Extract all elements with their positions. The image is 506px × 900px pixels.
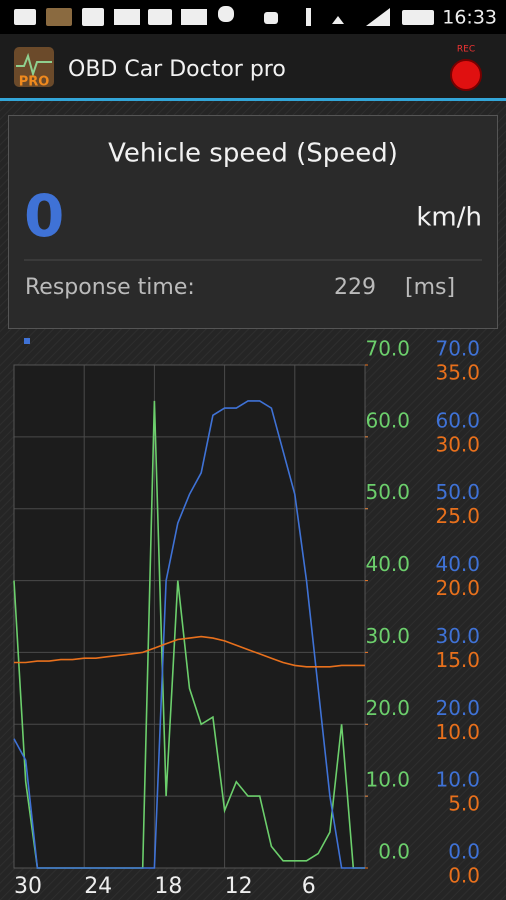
panel-value: 0	[24, 182, 64, 250]
plot-area	[14, 365, 365, 868]
y-tick-label: 0.0	[378, 840, 410, 864]
y-tick-label: 30.0	[435, 432, 480, 456]
panel-unit: km/h	[416, 203, 482, 233]
rec-button[interactable]	[450, 59, 482, 91]
x-tick-label: 6	[302, 874, 316, 899]
x-tick-label: 30	[14, 874, 42, 899]
response-value: 229	[334, 275, 376, 300]
y-tick-label: 70.0	[365, 337, 410, 361]
data-line	[13, 400, 365, 869]
y-tick-label: 15.0	[435, 648, 480, 672]
app-bar-divider	[0, 98, 506, 101]
value-panel	[8, 115, 498, 329]
y-tick-label: 10.0	[435, 768, 480, 792]
response-label: Response time:	[25, 275, 195, 300]
y-tick-label: 10.0	[435, 720, 480, 744]
response-unit: [ms]	[405, 275, 455, 300]
y-tick-label: 40.0	[435, 552, 480, 576]
app-logo	[14, 47, 54, 87]
legend-swatch	[24, 338, 30, 344]
y-tick-label: 0.0	[448, 840, 480, 864]
y-tick-label: 25.0	[435, 504, 480, 528]
y-tick-label: 35.0	[435, 361, 480, 385]
plot-border	[13, 364, 366, 869]
y-tick-label: 50.0	[365, 480, 410, 504]
x-tick-label: 18	[154, 874, 182, 899]
y-tick-label: 10.0	[365, 768, 410, 792]
y-tick-label: 5.0	[448, 792, 480, 816]
clock: 16:33	[442, 7, 497, 29]
y-tick-label: 60.0	[435, 408, 480, 432]
y-tick-label: 30.0	[435, 624, 480, 648]
app-bar	[0, 34, 506, 99]
y-tick-label: 20.0	[365, 696, 410, 720]
logo-trace	[16, 52, 52, 78]
y-tick-label: 40.0	[365, 552, 410, 576]
rec-label: REC	[457, 45, 475, 55]
y-tick-label: 30.0	[365, 624, 410, 648]
x-tick-label: 12	[225, 874, 253, 899]
y-tick-label: 20.0	[435, 576, 480, 600]
x-tick-label: 24	[84, 874, 112, 899]
y-tick-label: 70.0	[435, 337, 480, 361]
status-icons	[14, 6, 434, 26]
y-tick-label: 0.0	[448, 864, 480, 888]
app-title: OBD Car Doctor pro	[68, 57, 286, 82]
y-tick-label: 60.0	[365, 408, 410, 432]
y-tick-label: 20.0	[435, 696, 480, 720]
y-tick-label: 50.0	[435, 480, 480, 504]
panel-title: Vehicle speed (Speed)	[108, 139, 398, 169]
logo-text: PRO	[19, 75, 50, 90]
data-line	[14, 635, 365, 668]
